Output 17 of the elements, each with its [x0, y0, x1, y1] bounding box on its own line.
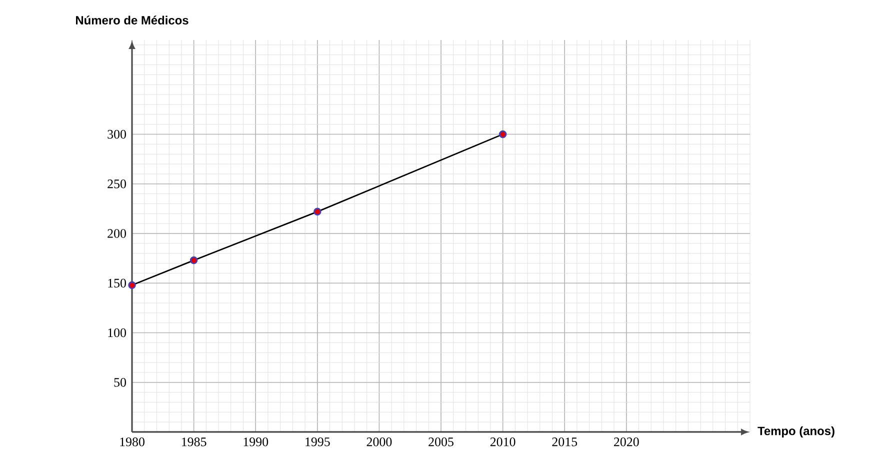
- y-tick-label: 250: [108, 180, 126, 188]
- x-tick-label: 1985: [182, 438, 206, 446]
- x-tick-label: 2015: [552, 438, 578, 446]
- y-tick-label: 200: [108, 229, 126, 238]
- x-tick-label: 2000: [366, 438, 392, 446]
- y-tick-label: 50: [114, 378, 126, 387]
- x-tick-label: 2005: [428, 438, 454, 446]
- y-tick-label: 150: [108, 278, 126, 288]
- x-tick-label: 1980: [120, 438, 144, 446]
- y-tick-label: 300: [108, 130, 126, 139]
- x-axis-title: Tempo (anos): [758, 426, 834, 438]
- x-tick-label: 2020: [614, 438, 639, 446]
- y-axis-title: Número de Médicos: [76, 16, 188, 24]
- x-tick-label: 1990: [244, 438, 268, 446]
- x-tick-label: 1995: [306, 437, 330, 446]
- y-tick-label: 100: [108, 328, 126, 338]
- x-tick-label: 2010: [490, 438, 516, 446]
